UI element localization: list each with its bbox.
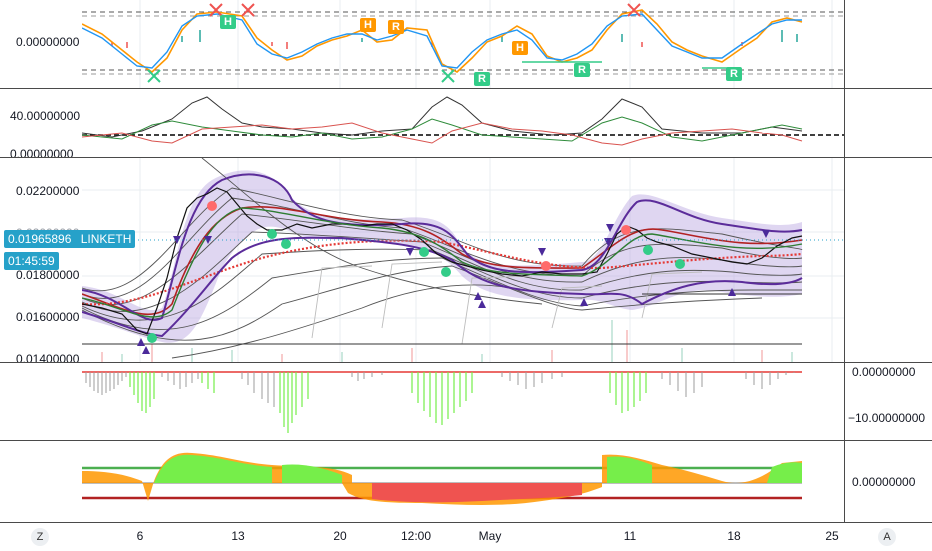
osc-fast-line: [82, 9, 803, 74]
histogram-plot[interactable]: [82, 363, 844, 440]
osc-marker-r: R: [474, 72, 490, 86]
osc-marker-r: R: [726, 67, 742, 81]
main-price-plot[interactable]: [82, 158, 844, 362]
oscillator-plot[interactable]: H H R H R R R: [82, 0, 844, 88]
osc-marker-h: H: [220, 15, 236, 29]
auto-scale-button[interactable]: A: [878, 528, 896, 546]
time-tick: 11: [623, 529, 637, 543]
oscillator-pane[interactable]: H H R H R R R 0.00000000: [0, 0, 932, 88]
area-axis[interactable]: [844, 441, 932, 522]
main-price-pane[interactable]: 0.02200000 0.02000000 0.01800000 0.01600…: [0, 158, 932, 366]
price-axis-label: 0.02200000: [16, 184, 80, 198]
main-price-svg: [82, 158, 844, 362]
dmi-svg: [82, 96, 844, 146]
green-ma: [82, 207, 803, 318]
osc-histogram: [111, 30, 798, 49]
osc-axis-label: 0.00000000: [16, 35, 80, 49]
osc-marker-r: R: [388, 20, 404, 34]
red-ma: [82, 205, 803, 316]
current-price-badge: 0.01965896 LINKETH: [4, 230, 136, 248]
area-plot[interactable]: [82, 441, 844, 522]
time-axis[interactable]: Z 6 13 20 12:00 May 11 18 25 A: [0, 522, 932, 551]
pane-divider[interactable]: [0, 157, 932, 158]
histogram-axis[interactable]: [844, 363, 932, 440]
price-axis-label: 0.01800000: [16, 268, 80, 282]
purple-band: [82, 173, 803, 321]
hist-bars-green: [129, 372, 647, 433]
dmi-plot[interactable]: [82, 89, 844, 157]
osc-marker-r: R: [574, 63, 590, 77]
dmi-pane[interactable]: 40.00000000 0.00000000: [0, 89, 932, 161]
pane-divider[interactable]: [0, 440, 932, 441]
histogram-svg: [82, 371, 802, 433]
pane-divider[interactable]: [0, 362, 932, 363]
area-pane[interactable]: 0.00000000: [0, 441, 932, 522]
adx-line: [82, 96, 803, 138]
time-tick: 18: [727, 529, 741, 543]
step-lines: [311, 261, 703, 345]
minus-di-line: [82, 122, 803, 146]
area-axis-label: 0.00000000: [852, 475, 916, 489]
hist-axis-label: −10.00000000: [848, 411, 926, 425]
area-green: [154, 454, 272, 483]
oscillator-axis[interactable]: [844, 0, 932, 88]
histogram-pane[interactable]: 0.00000000 −10.00000000: [0, 363, 932, 440]
area-svg: [82, 452, 802, 505]
osc-markers: [147, 3, 641, 83]
bar-countdown: 01:45:59: [8, 254, 55, 268]
time-tick: 6: [136, 529, 144, 543]
main-price-axis[interactable]: [844, 158, 932, 362]
osc-slow-line: [82, 13, 802, 69]
signal-dots: [147, 201, 685, 343]
hist-bars-gray: [85, 372, 795, 407]
reset-zoom-button[interactable]: Z: [31, 528, 49, 546]
pane-divider[interactable]: [0, 88, 932, 89]
time-tick: 13: [231, 529, 245, 543]
dmi-axis-label: 40.00000000: [10, 109, 81, 123]
red-dotted-ma: [82, 239, 803, 306]
dmi-axis[interactable]: [844, 89, 932, 157]
osc-marker-h: H: [512, 41, 528, 55]
current-price: 0.01965896: [8, 232, 72, 246]
time-tick: 20: [333, 529, 347, 543]
price-axis-label: 0.01600000: [16, 310, 80, 324]
volume-bars: [101, 320, 793, 362]
symbol-label: LINKETH: [80, 232, 132, 246]
time-tick: 25: [825, 529, 839, 543]
countdown-badge: 01:45:59: [4, 252, 59, 270]
hist-axis-label: 0.00000000: [852, 365, 916, 379]
time-tick: 12:00: [400, 529, 432, 543]
osc-marker-h: H: [360, 18, 376, 32]
time-tick: May: [478, 529, 502, 543]
oscillator-svg: [82, 0, 844, 88]
